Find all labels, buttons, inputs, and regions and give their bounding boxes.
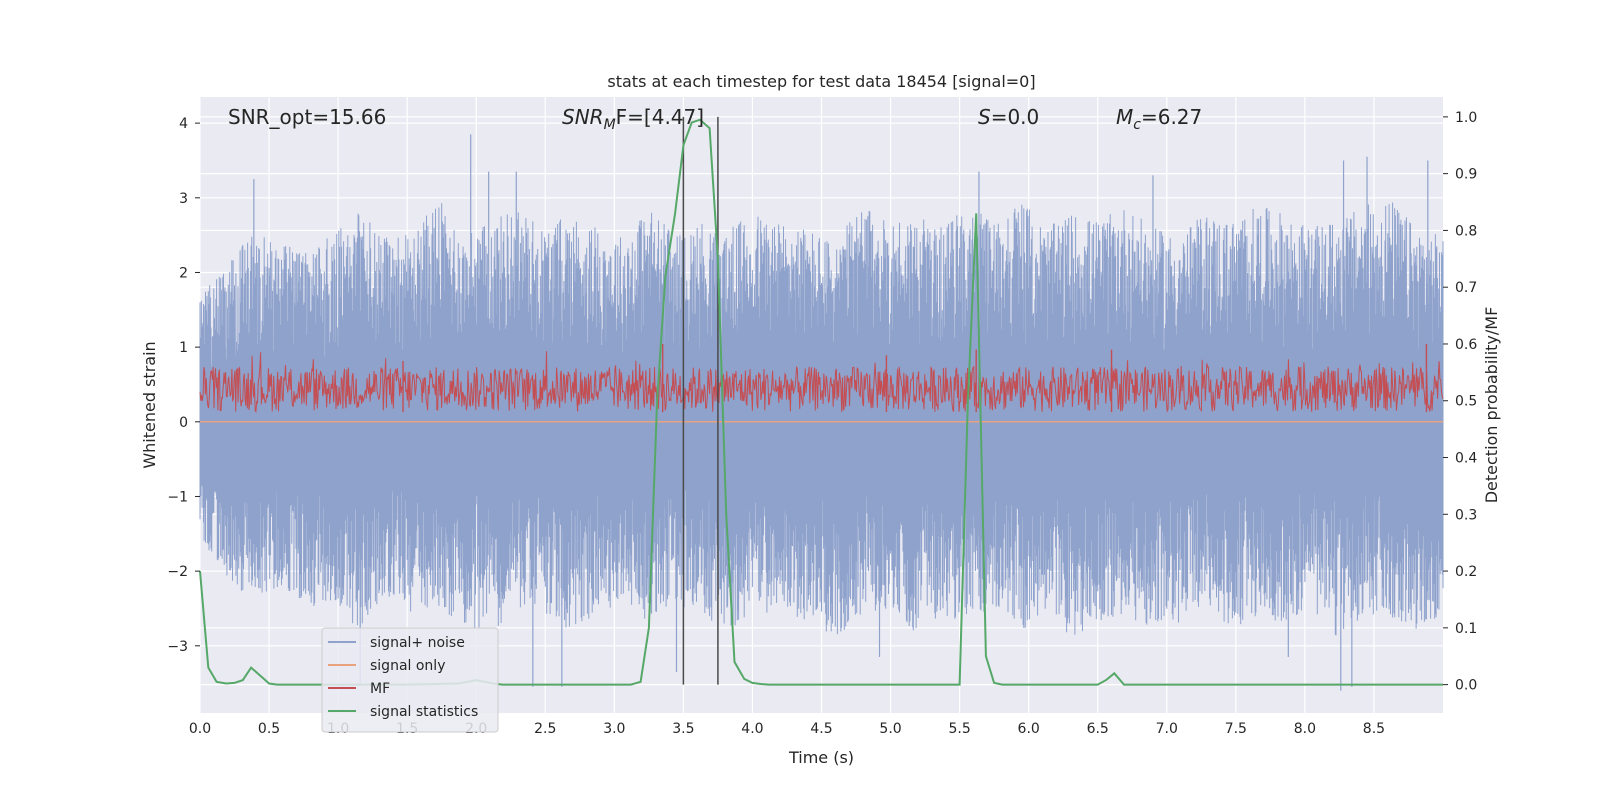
y-tick-label-left: −1 — [167, 489, 188, 505]
y-tick-label-right: 0.4 — [1455, 451, 1477, 467]
y-tick-label-right: 1.0 — [1455, 110, 1477, 126]
annotation-mc-rest: =6.27 — [1141, 105, 1202, 129]
annotation-s-italic: S — [978, 105, 991, 129]
x-tick-label: 2.5 — [534, 721, 556, 737]
annotation-s-rest: =0.0 — [991, 105, 1040, 129]
y-tick-label-left: −2 — [167, 564, 188, 580]
y-tick-label-right: 0.8 — [1455, 223, 1477, 239]
annotation-snr-mf-main: SNR — [562, 105, 604, 129]
x-tick-label: 4.5 — [810, 721, 832, 737]
legend-label: signal only — [370, 658, 445, 674]
chart-title: stats at each timestep for test data 184… — [607, 72, 1035, 91]
x-tick-label: 0.5 — [258, 721, 280, 737]
y-tick-label-right: 0.1 — [1455, 621, 1477, 637]
y-tick-label-right: 0.5 — [1455, 394, 1477, 410]
y-tick-label-left: 2 — [179, 265, 188, 281]
annotation-mc-italic: M — [1116, 105, 1133, 129]
annotation-snr-mf: SNRMF=[4.47] — [562, 105, 704, 133]
ticks: 0.00.51.01.52.02.53.03.54.04.55.05.56.06… — [167, 110, 1477, 737]
x-tick-label: 5.0 — [879, 721, 901, 737]
vertical-markers — [682, 116, 719, 685]
x-tick-label: 7.5 — [1225, 721, 1247, 737]
y-tick-label-left: 4 — [179, 116, 188, 132]
legend-label: signal+ noise — [370, 635, 465, 651]
y-tick-label-right: 0.2 — [1455, 564, 1477, 580]
y-tick-label-right: 0.9 — [1455, 167, 1477, 183]
x-tick-label: 8.0 — [1294, 721, 1316, 737]
x-tick-label: 8.5 — [1363, 721, 1385, 737]
y-tick-label-left: 0 — [179, 415, 188, 431]
x-tick-label: 3.0 — [603, 721, 625, 737]
legend-items: signal+ noise signal only MF signal statist… — [328, 635, 478, 720]
y-axis-label-left: Whitened strain — [140, 341, 159, 468]
y-tick-label-left: 1 — [179, 340, 188, 356]
mf-series — [199, 343, 1444, 413]
legend-label: MF — [370, 681, 390, 697]
x-tick-label: 7.0 — [1156, 721, 1178, 737]
y-tick-label-right: 0.6 — [1455, 337, 1477, 353]
signal-statistics-series — [199, 118, 1443, 686]
annotation-s: S=0.0 — [978, 105, 1039, 129]
annotation-snr-mf-sub: M — [604, 117, 616, 133]
x-axis-label: Time (s) — [788, 748, 854, 767]
x-tick-label: 5.5 — [948, 721, 970, 737]
legend: signal+ noise signal only MF signal statist… — [321, 627, 499, 733]
signal-noise-series — [199, 130, 1444, 691]
signal-noise-line — [199, 202, 1444, 636]
annotation-mc-sub: c — [1133, 117, 1141, 133]
x-tick-label: 4.0 — [741, 721, 763, 737]
y-tick-label-left: 3 — [179, 191, 188, 207]
annotation-snr-mf-rest: F=[4.47] — [616, 105, 704, 129]
annotation-mc: Mc=6.27 — [1116, 105, 1202, 133]
legend-label: signal statistics — [370, 704, 478, 720]
x-tick-label: 3.5 — [672, 721, 694, 737]
signal-statistics-line — [199, 118, 1443, 686]
y-axis-label-right: Detection probability/MF — [1482, 307, 1501, 504]
y-tick-label-left: −3 — [167, 639, 188, 655]
x-tick-label: 6.5 — [1087, 721, 1109, 737]
mf-line — [199, 351, 1444, 413]
x-tick-label: 0.0 — [189, 721, 211, 737]
x-tick-label: 6.0 — [1018, 721, 1040, 737]
y-tick-label-right: 0.3 — [1455, 507, 1477, 523]
y-tick-label-right: 0.0 — [1455, 678, 1477, 694]
legend-box — [321, 627, 499, 733]
y-tick-label-right: 0.7 — [1455, 280, 1477, 296]
annotation-snr-opt: SNR_opt=15.66 — [228, 105, 386, 129]
